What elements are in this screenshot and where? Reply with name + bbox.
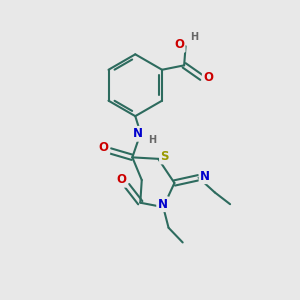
Text: S: S xyxy=(160,150,169,163)
Text: N: N xyxy=(158,198,168,211)
Text: O: O xyxy=(99,141,109,154)
Text: H: H xyxy=(148,135,156,145)
Text: N: N xyxy=(200,170,210,183)
Text: H: H xyxy=(190,32,198,42)
Text: O: O xyxy=(203,71,213,84)
Text: N: N xyxy=(133,127,143,140)
Text: O: O xyxy=(174,38,184,51)
Text: O: O xyxy=(117,173,127,186)
